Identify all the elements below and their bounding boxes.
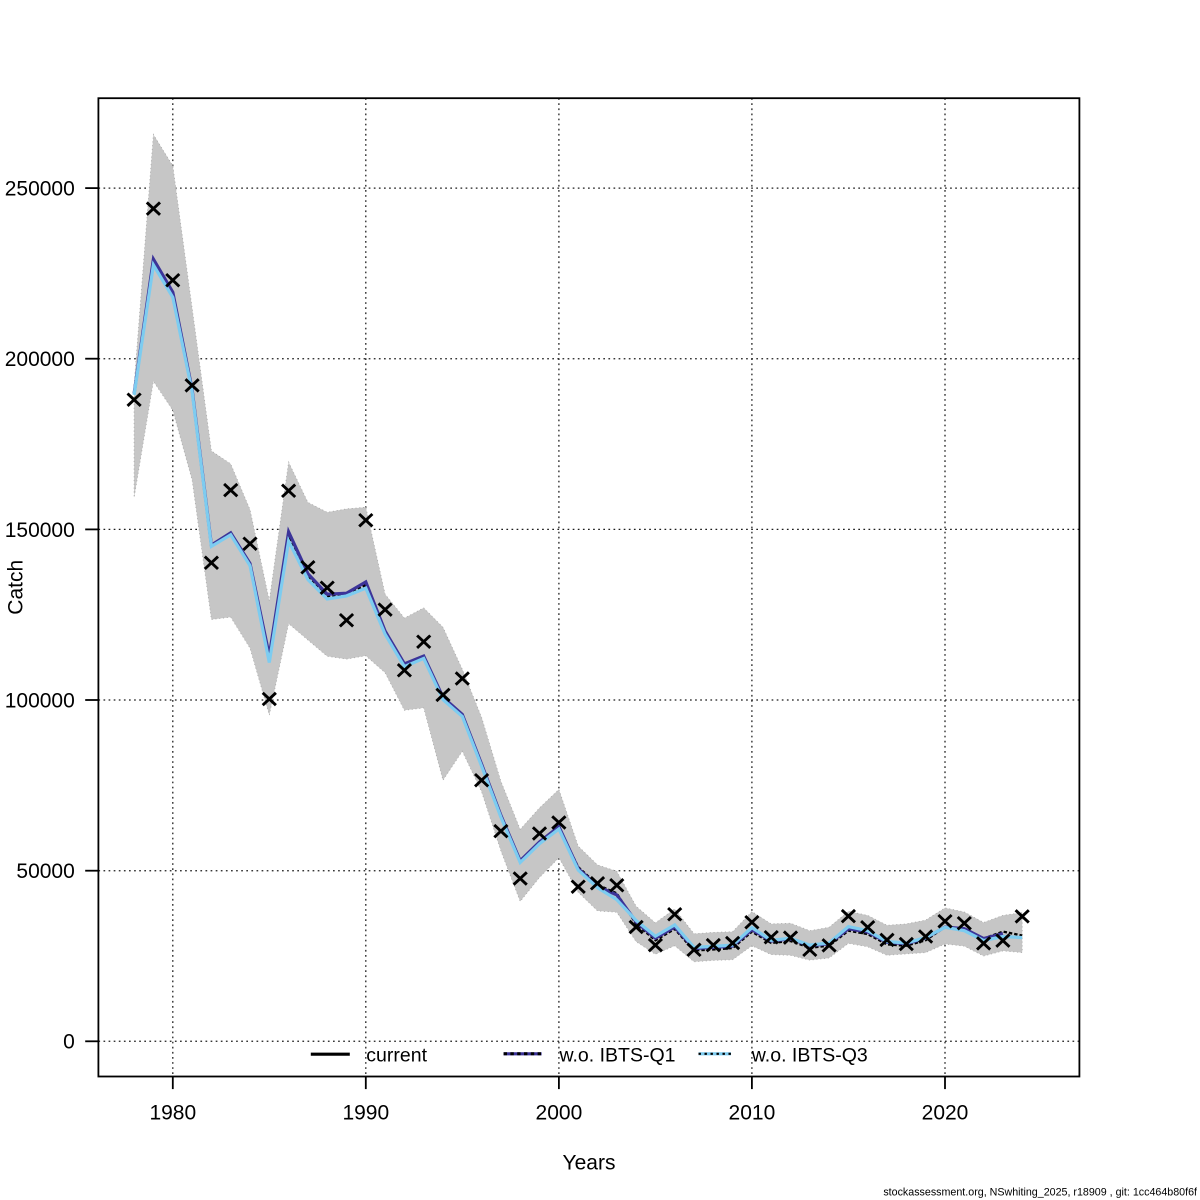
- svg-text:Years: Years: [563, 1152, 616, 1175]
- svg-text:w.o. IBTS-Q3: w.o. IBTS-Q3: [751, 1045, 868, 1067]
- svg-text:50000: 50000: [16, 860, 74, 883]
- svg-text:150000: 150000: [5, 519, 75, 542]
- svg-text:100000: 100000: [5, 689, 75, 712]
- svg-text:Catch: Catch: [5, 560, 28, 615]
- svg-text:stockassessment.org, NSwhiting: stockassessment.org, NSwhiting_2025, r18…: [883, 1187, 1197, 1199]
- svg-text:1990: 1990: [342, 1102, 389, 1125]
- svg-text:2020: 2020: [922, 1102, 969, 1125]
- svg-text:0: 0: [63, 1031, 75, 1054]
- svg-text:1980: 1980: [149, 1102, 196, 1125]
- svg-text:200000: 200000: [5, 348, 75, 371]
- svg-text:current: current: [366, 1045, 427, 1067]
- svg-text:2000: 2000: [536, 1102, 583, 1125]
- svg-text:2010: 2010: [729, 1102, 776, 1125]
- svg-text:250000: 250000: [5, 178, 75, 201]
- svg-text:w.o. IBTS-Q1: w.o. IBTS-Q1: [559, 1045, 676, 1067]
